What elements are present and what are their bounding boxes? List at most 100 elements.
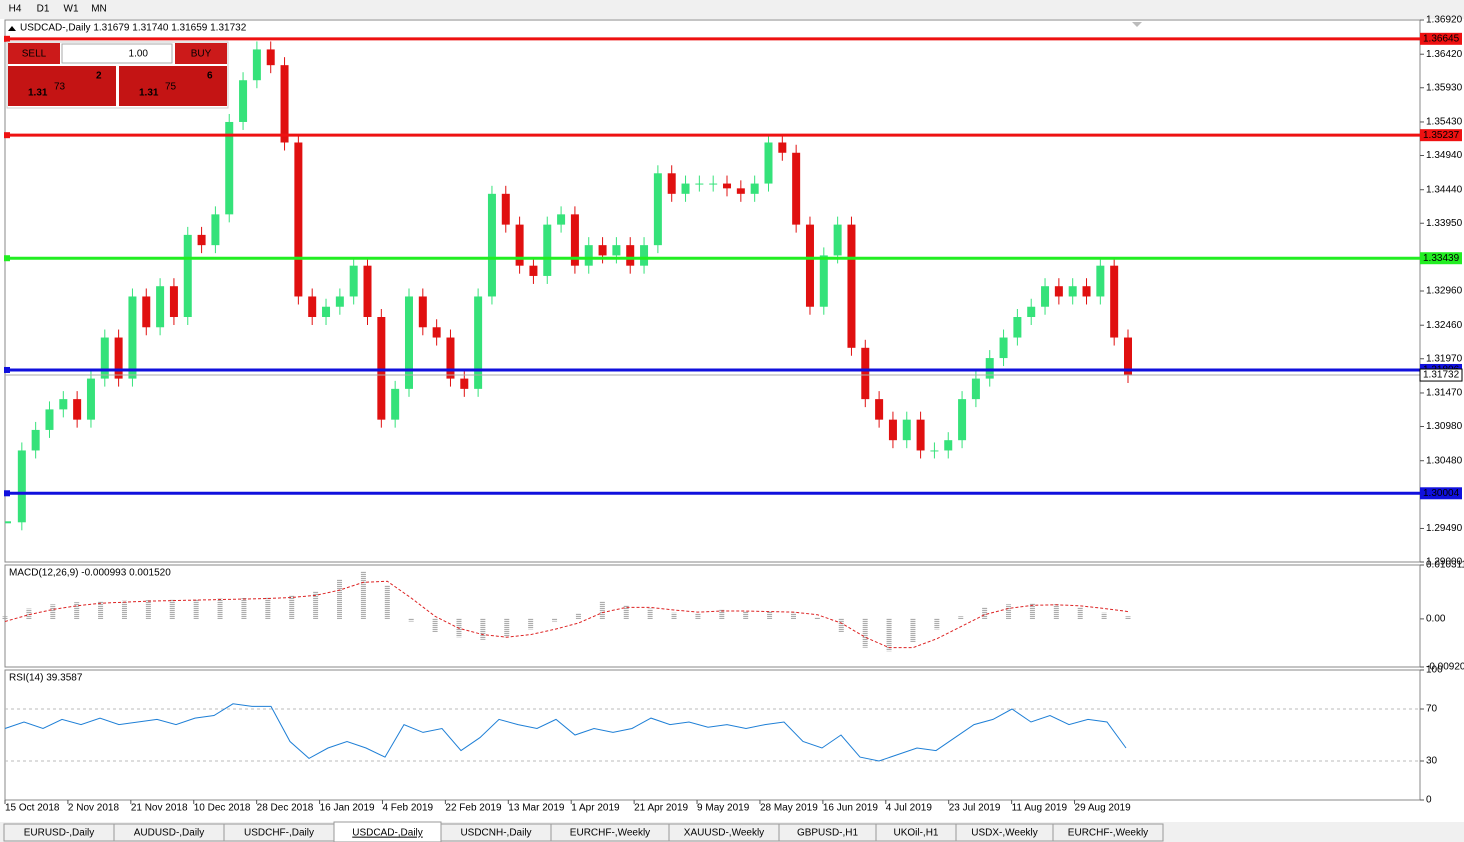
candle — [142, 296, 151, 328]
x-tick-label: 16 Jan 2019 — [320, 803, 375, 814]
timeframe-label[interactable]: MN — [91, 4, 107, 15]
level-label-box — [1420, 32, 1462, 45]
y-tick-label: 1.36420 — [1426, 49, 1463, 60]
tab-label[interactable]: EURUSD-,Daily — [24, 828, 95, 839]
candle — [515, 224, 524, 266]
lot-input[interactable] — [61, 43, 173, 64]
tab-label[interactable]: EURCHF-,Weekly — [570, 828, 650, 839]
timeframe-label[interactable]: D1 — [37, 4, 50, 15]
tab-label[interactable]: UKOil-,H1 — [893, 828, 938, 839]
y-tick-label: 30 — [1426, 756, 1438, 767]
sell-price-prefix[interactable]: 1.31 — [28, 88, 48, 99]
candle — [805, 224, 814, 307]
rsi-frame — [4, 669, 1421, 801]
candle — [584, 245, 593, 266]
candle — [446, 337, 455, 379]
buy-price-sup[interactable]: 6 — [207, 71, 213, 82]
candle — [1013, 317, 1022, 338]
candle — [418, 296, 427, 328]
tab-label[interactable]: EURCHF-,Weekly — [1068, 828, 1148, 839]
x-tick-label: 2 Nov 2018 — [68, 803, 120, 814]
timeframe-button[interactable] — [2, 1, 28, 17]
tab-label[interactable]: AUDUSD-,Daily — [134, 828, 205, 839]
lot-value[interactable]: 1.00 — [129, 49, 149, 60]
y-tick-label: 1.30480 — [1426, 455, 1463, 466]
timeframe-button[interactable] — [86, 1, 112, 17]
x-tick-label: 10 Dec 2018 — [194, 803, 251, 814]
tab-label[interactable]: GBPUSD-,H1 — [797, 828, 859, 839]
toolbar — [0, 0, 1464, 19]
candle — [225, 121, 234, 215]
candle — [847, 224, 856, 348]
buy-label[interactable]: BUY — [191, 49, 212, 60]
candle — [916, 419, 925, 451]
y-tick-label: 1.34440 — [1426, 184, 1463, 195]
candle — [1124, 337, 1132, 376]
candle — [45, 409, 54, 430]
x-tick-label: 23 Jul 2019 — [949, 803, 1001, 814]
x-tick-label: 21 Nov 2018 — [131, 803, 188, 814]
candle — [875, 399, 884, 420]
candle — [1110, 265, 1119, 338]
timeframe-button[interactable] — [58, 1, 84, 17]
buy-price-box[interactable] — [119, 66, 227, 106]
level-label: 1.35237 — [1423, 130, 1460, 141]
candle — [709, 183, 718, 185]
tab-label[interactable]: XAUUSD-,Weekly — [684, 828, 764, 839]
timeframe-label[interactable]: H4 — [9, 4, 22, 15]
tab-label[interactable]: USDX-,Weekly — [971, 828, 1038, 839]
candle — [902, 419, 911, 441]
level-end — [4, 255, 10, 262]
level-label: 1.36645 — [1423, 33, 1460, 44]
timeframe-button[interactable] — [30, 1, 56, 17]
candle — [114, 337, 123, 379]
candle — [570, 214, 579, 266]
title-marker — [8, 26, 16, 31]
buy-price-main[interactable]: 75 — [165, 82, 177, 93]
tab[interactable] — [1052, 823, 1164, 842]
tab-label[interactable]: USDCAD-,Daily — [352, 828, 423, 839]
buy-button[interactable] — [175, 43, 227, 64]
x-tick-label: 28 May 2019 — [760, 803, 818, 814]
candle — [626, 245, 635, 266]
candle — [695, 183, 704, 185]
candle — [1027, 306, 1036, 318]
candle — [764, 142, 773, 184]
sell-label[interactable]: SELL — [22, 49, 47, 60]
level-end — [4, 490, 10, 497]
candle — [31, 429, 40, 451]
y-tick-label: -0.009203 — [1426, 662, 1464, 673]
y-tick-label: 100 — [1426, 665, 1443, 676]
candle — [999, 337, 1008, 359]
candle — [944, 440, 953, 451]
shift-marker — [1132, 22, 1142, 27]
candle — [653, 173, 662, 246]
candle — [1082, 286, 1091, 297]
sell-price-main[interactable]: 73 — [54, 82, 66, 93]
tab-label[interactable]: USDCNH-,Daily — [460, 828, 531, 839]
y-tick-label: 0.00 — [1426, 614, 1446, 625]
candle — [322, 306, 331, 318]
candle — [17, 450, 26, 523]
sell-price-box[interactable] — [8, 66, 116, 106]
candle — [59, 399, 68, 410]
timeframe-label[interactable]: W1 — [64, 4, 79, 15]
candle — [487, 193, 496, 297]
candle — [930, 450, 939, 452]
sell-button[interactable] — [8, 43, 60, 64]
tab-label[interactable]: USDCHF-,Daily — [244, 828, 314, 839]
level-label: 1.30004 — [1423, 488, 1460, 499]
y-tick-label: 70 — [1426, 704, 1438, 715]
candle — [861, 347, 870, 400]
x-tick-label: 21 Apr 2019 — [634, 803, 688, 814]
level-end — [4, 132, 10, 139]
candle — [404, 296, 413, 389]
buy-price-prefix[interactable]: 1.31 — [139, 88, 159, 99]
level-label-box — [1420, 252, 1462, 265]
sell-price-sup[interactable]: 2 — [96, 71, 102, 82]
candle — [888, 419, 897, 441]
candle — [750, 183, 759, 194]
candle — [681, 183, 690, 194]
candle — [239, 80, 248, 122]
